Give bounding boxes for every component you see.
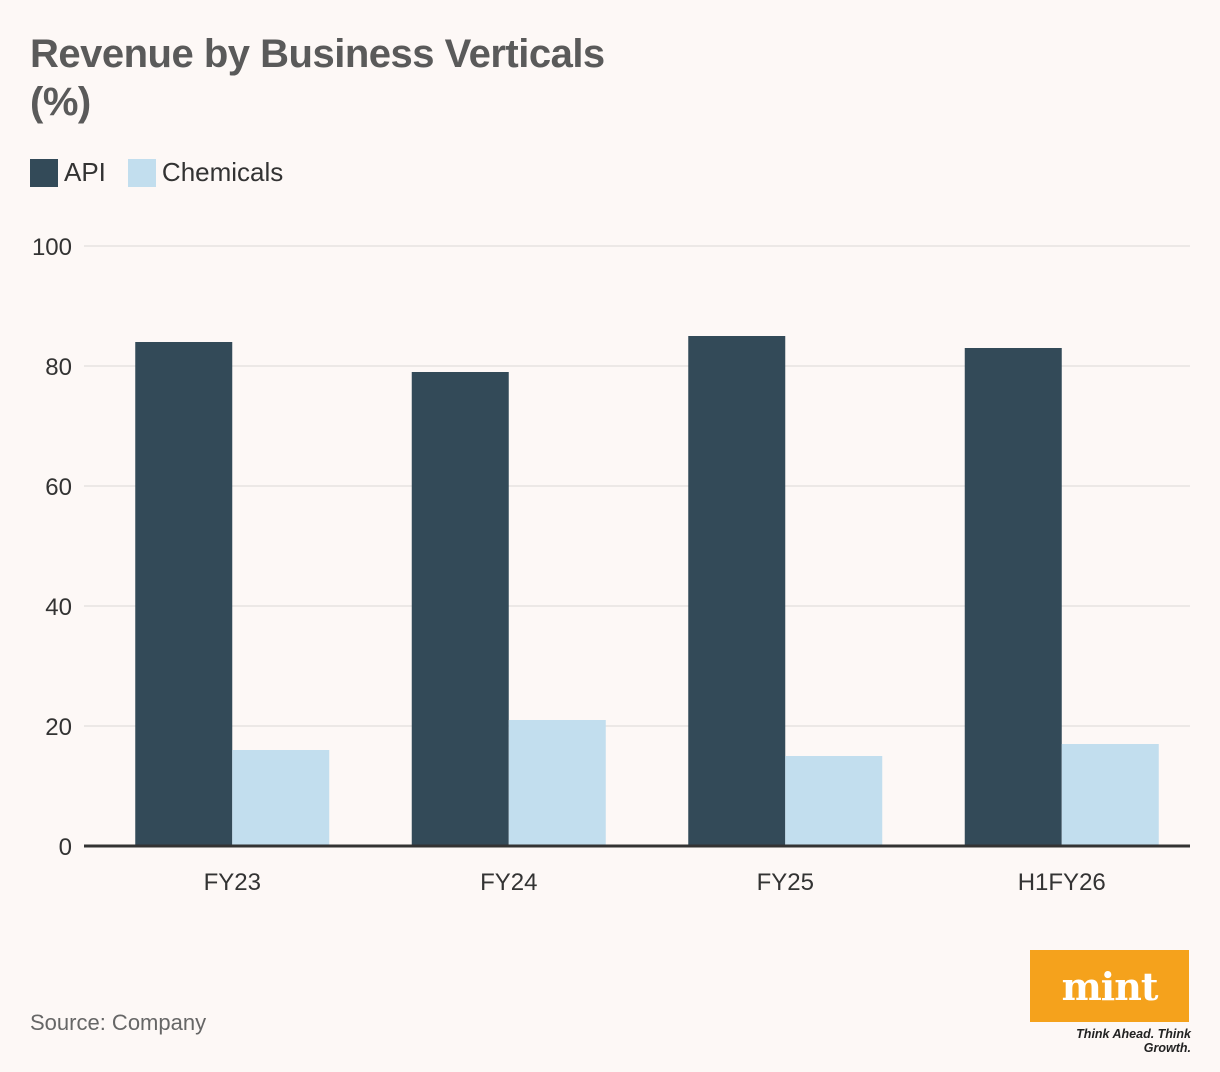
bar-chemicals-h1fy26	[1061, 744, 1159, 846]
legend: API Chemicals	[30, 157, 305, 188]
x-tick-label-fy24: FY24	[480, 869, 537, 896]
bar-chemicals-fy24	[508, 720, 606, 846]
legend-swatch-api	[30, 158, 58, 187]
bar-chemicals-fy25	[785, 756, 883, 846]
x-tick-label-fy23: FY23	[204, 869, 261, 896]
logo-tagline: Think Ahead. Think Growth.	[1076, 1027, 1191, 1055]
bar-api-fy23	[135, 342, 233, 846]
bar-api-fy25	[688, 336, 786, 846]
y-tick-label-80: 80	[45, 354, 72, 381]
y-tick-label-60: 60	[45, 474, 72, 501]
mint-logo: mint	[1030, 950, 1189, 1022]
y-tick-label-20: 20	[45, 714, 72, 741]
legend-label-api: API	[64, 157, 106, 187]
y-tick-label-100: 100	[32, 234, 72, 261]
y-tick-label-40: 40	[45, 594, 72, 621]
x-tick-label-fy25: FY25	[757, 869, 814, 896]
legend-label-chemicals: Chemicals	[161, 157, 284, 187]
y-tick-label-0: 0	[59, 834, 72, 861]
x-tick-label-h1fy26: H1FY26	[1018, 869, 1106, 896]
legend-item-chemicals: Chemicals	[127, 157, 284, 188]
bar-api-h1fy26	[964, 348, 1062, 846]
bar-chemicals-fy23	[232, 750, 330, 846]
source-note: Source: Company	[30, 1010, 207, 1035]
mint-logo-text: mint	[1061, 963, 1159, 1009]
legend-item-api: API	[30, 157, 106, 188]
chart-title: Revenue by Business Verticals (%)	[30, 32, 605, 124]
bar-api-fy24	[411, 372, 509, 846]
legend-swatch-chemicals	[127, 158, 156, 187]
